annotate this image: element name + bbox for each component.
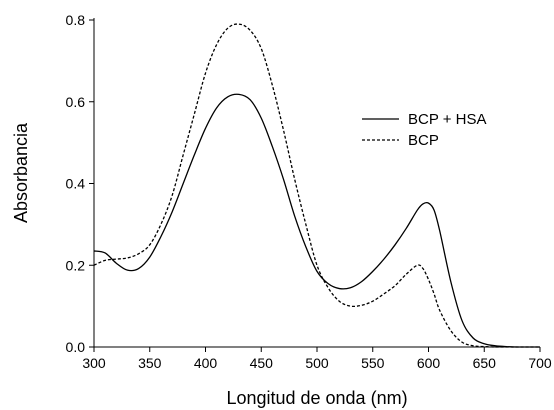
x-axis-ticks: 300 350 400 450 500 550 600 650 700 [82, 347, 552, 371]
x-tick-label: 400 [194, 355, 218, 371]
y-axis-ticks: 0.0 0.2 0.4 0.6 0.8 [66, 12, 94, 355]
y-tick-label: 0.8 [66, 12, 86, 28]
legend-label: BCP + HSA [408, 111, 487, 128]
x-tick-label: 300 [82, 355, 106, 371]
x-tick-label: 700 [528, 355, 552, 371]
x-tick-label: 500 [305, 355, 329, 371]
x-tick-label: 550 [361, 355, 385, 371]
y-tick-label: 0.0 [66, 339, 86, 355]
axes-frame [93, 18, 540, 348]
y-tick-label: 0.4 [66, 176, 86, 192]
y-axis-label: Absorbancia [11, 122, 31, 223]
legend: BCP + HSA BCP [362, 111, 487, 149]
series-line-bcp-hsa [93, 93, 540, 348]
series-lines [93, 23, 540, 348]
y-tick-label: 0.6 [66, 94, 86, 110]
series-line-bcp [93, 23, 540, 348]
x-tick-label: 350 [138, 355, 162, 371]
x-axis-label: Longitud de onda (nm) [226, 388, 407, 408]
legend-label: BCP [408, 132, 439, 149]
x-tick-label: 600 [417, 355, 441, 371]
x-tick-label: 650 [473, 355, 497, 371]
x-tick-label: 450 [250, 355, 274, 371]
y-tick-label: 0.2 [66, 257, 86, 273]
